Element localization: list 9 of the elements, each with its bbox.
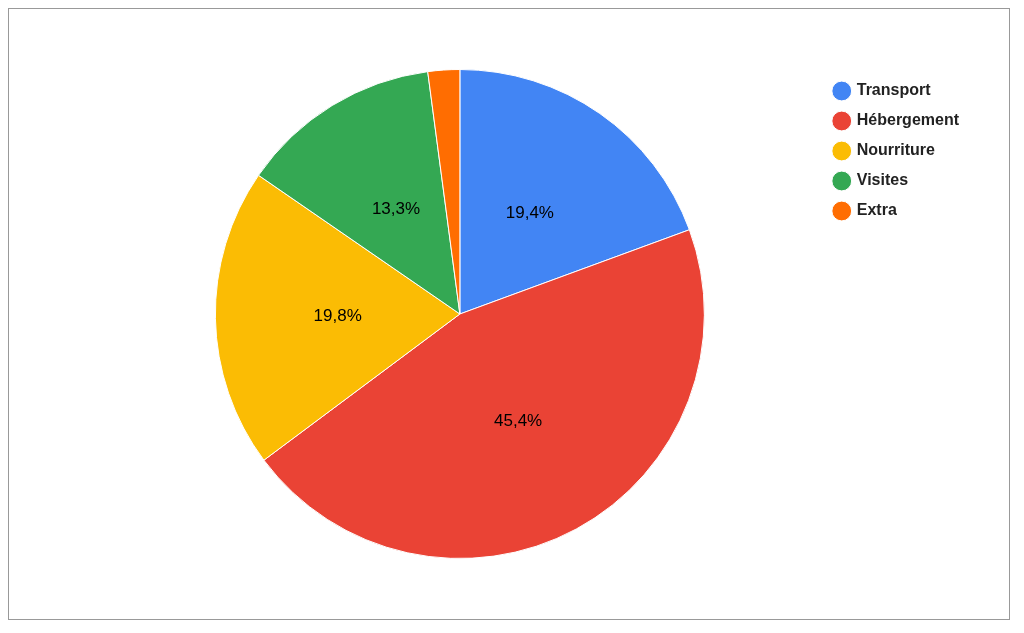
legend-label: Visites (856, 171, 909, 189)
legend-label: Extra (856, 201, 897, 219)
legend-label: Transport (856, 81, 932, 99)
data-label: 19,8% (313, 305, 362, 325)
legend-label: Hébergement (856, 111, 960, 129)
data-label: 19,4% (505, 203, 554, 223)
legend-label: Nourriture (856, 141, 936, 159)
data-label: 45,4% (493, 411, 543, 431)
data-label: 13,3% (371, 199, 421, 219)
